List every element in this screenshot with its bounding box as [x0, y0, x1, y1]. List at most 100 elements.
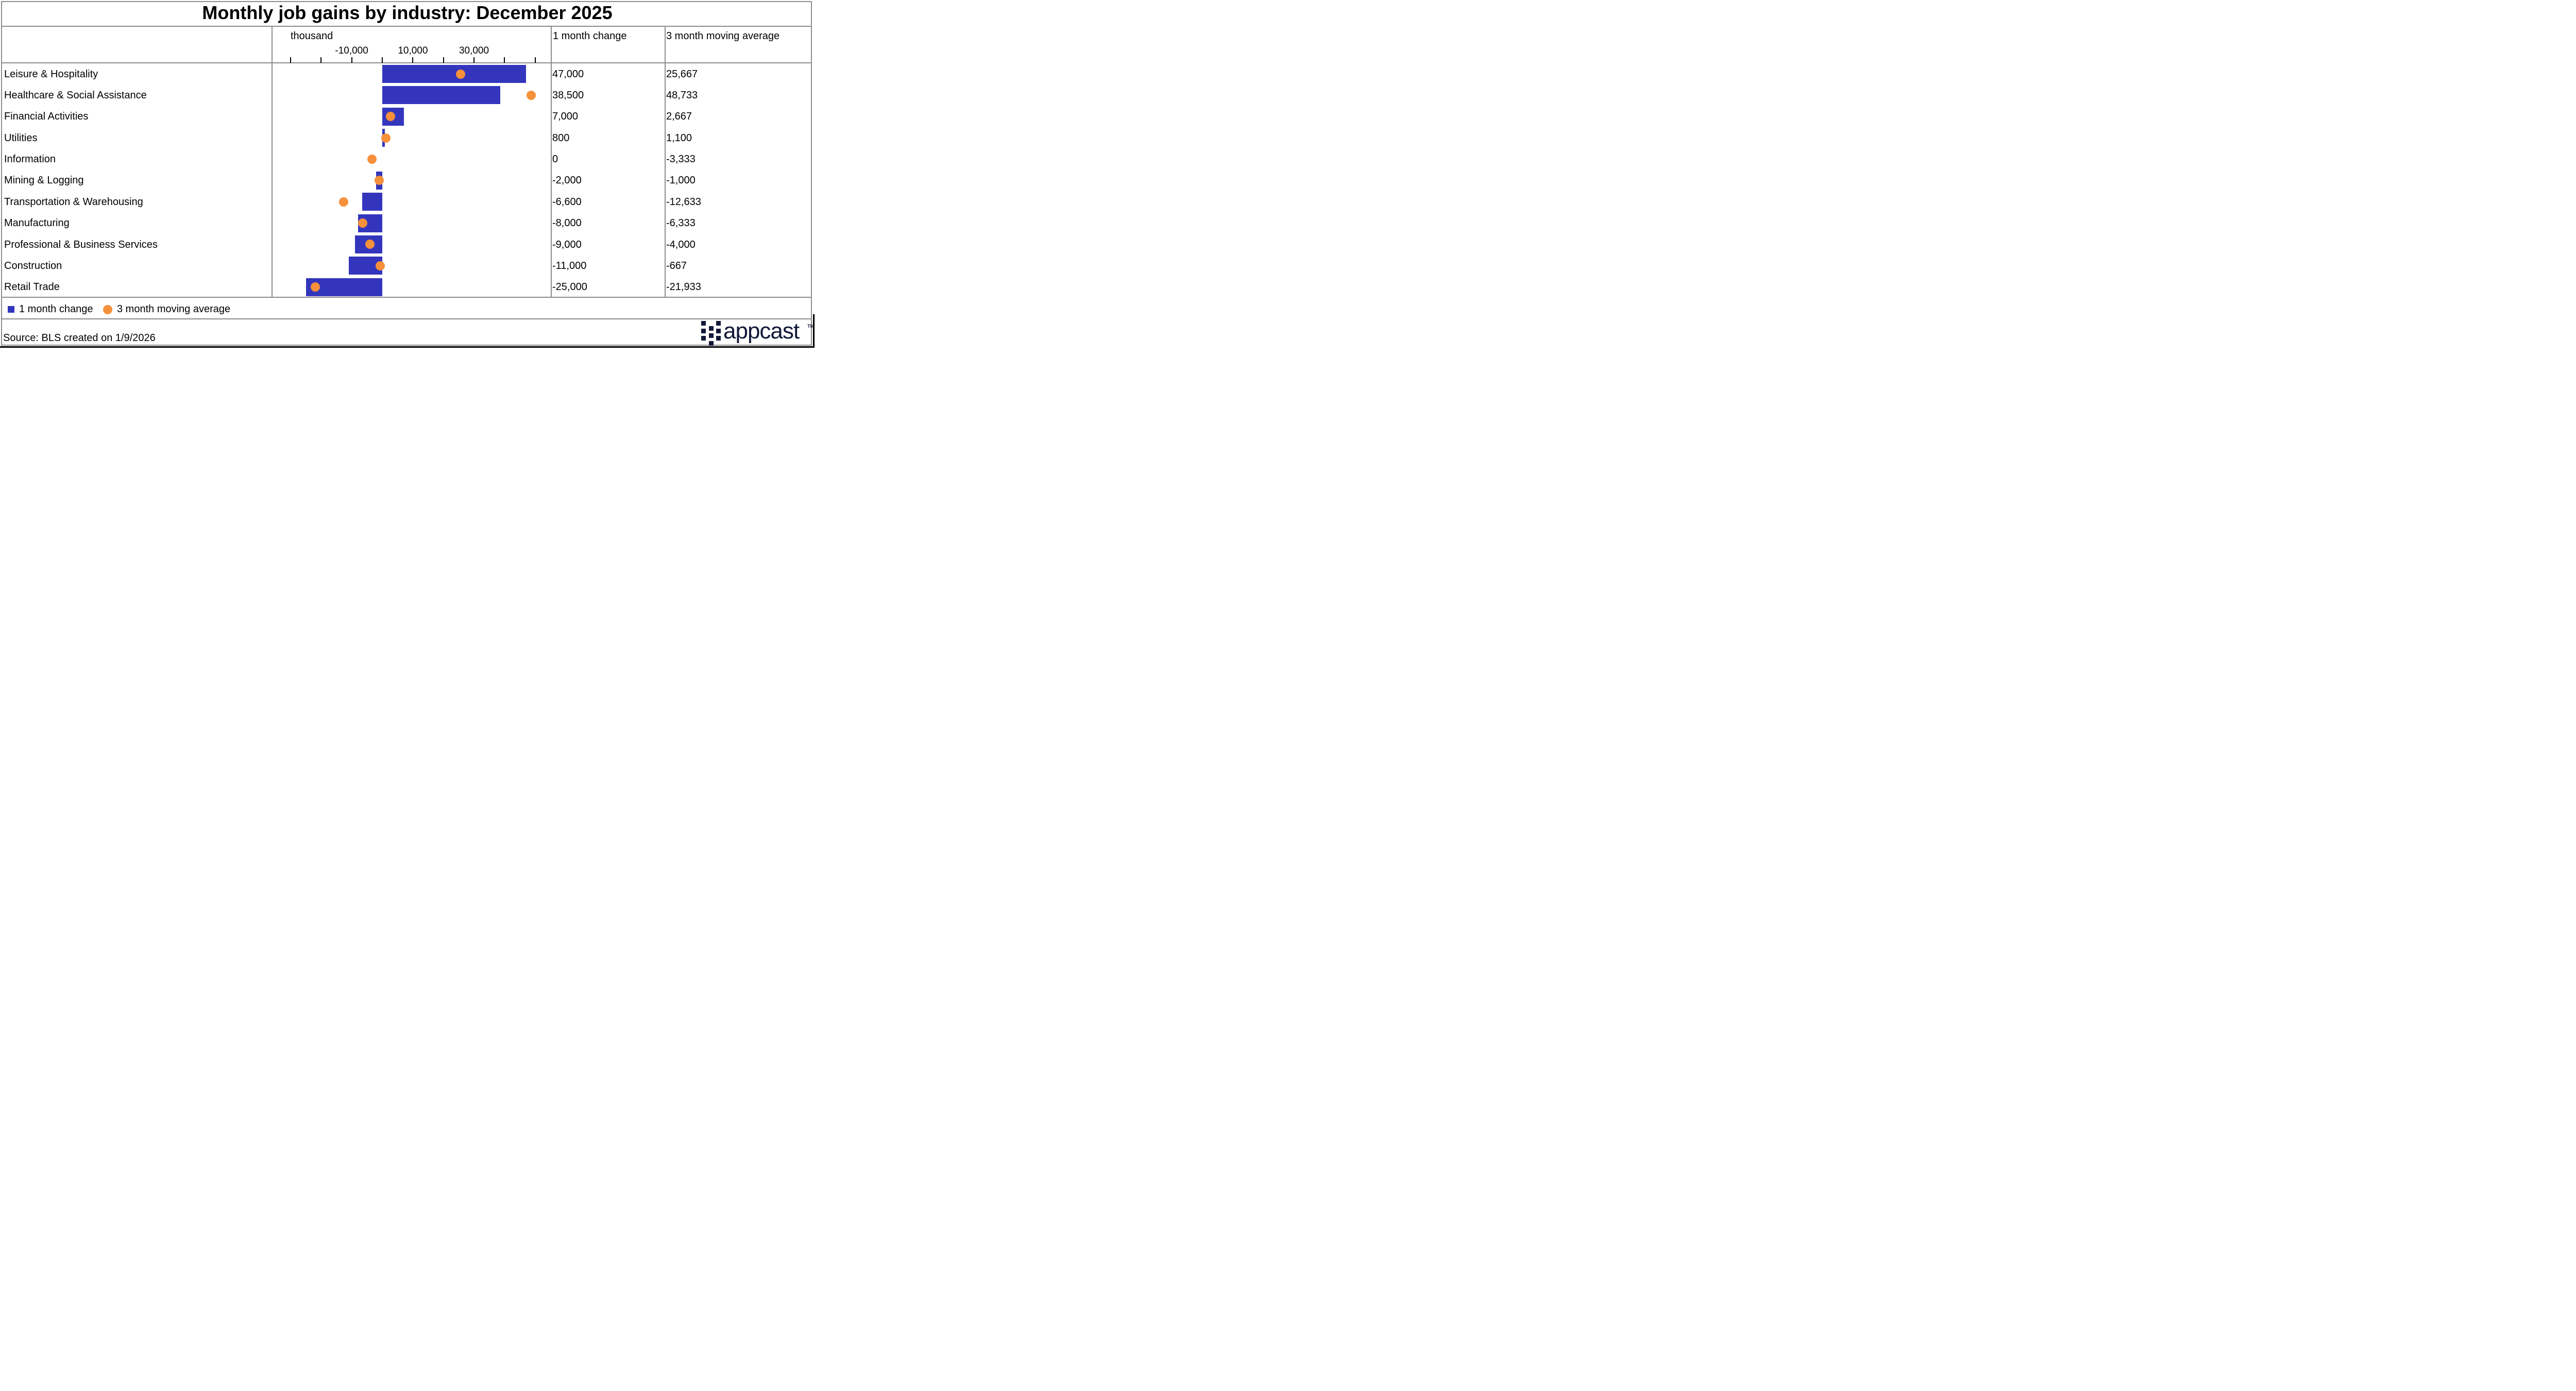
appcast-logo-square	[716, 328, 721, 333]
value-1-month-change: 7,000	[552, 111, 579, 123]
table-row: Healthcare & Social Assistance 38,500 48,7…	[0, 84, 815, 106]
appcast-logo-square	[701, 321, 706, 326]
axis-tick-mark	[351, 57, 352, 63]
axis-tick-mark	[504, 57, 505, 63]
value-3-month-moving-average: -667	[666, 260, 687, 272]
value-1-month-change: 0	[552, 154, 558, 165]
divider-label-chart	[272, 26, 273, 297]
table-row: Professional & Business Services -9,000 -4…	[0, 234, 815, 255]
value-3-month-moving-average: 48,733	[666, 90, 698, 101]
legend-label-1-month: 1 month change	[19, 303, 93, 315]
table-row: Leisure & Hospitality 47,000 25,667	[0, 63, 815, 84]
table-row: Transportation & Warehousing -6,600 -12,63…	[0, 191, 815, 212]
value-3-month-moving-average: -1,000	[666, 175, 696, 186]
axis-tick-label: 30,000	[459, 45, 489, 56]
dot-3-month-moving-average	[358, 218, 368, 228]
table-row: Manufacturing -8,000 -6,333	[0, 213, 815, 234]
axis-tick-mark	[473, 57, 474, 63]
axis-tick-mark	[320, 57, 322, 63]
value-3-month-moving-average: 1,100	[666, 132, 692, 144]
bar-1-month-change	[362, 193, 382, 211]
trademark-symbol: TM	[807, 324, 814, 329]
value-1-month-change: -6,600	[552, 196, 582, 208]
column-header-1-month: 1 month change	[553, 30, 627, 42]
chart-page: Monthly job gains by industry: December …	[0, 0, 815, 348]
industry-label: Utilities	[4, 132, 38, 144]
dot-3-month-moving-average	[527, 90, 536, 100]
header-bottom-border	[1, 62, 812, 63]
column-header-3-month: 3 month moving average	[666, 30, 780, 42]
window-right-edge	[813, 314, 815, 348]
industry-label: Mining & Logging	[4, 175, 84, 186]
value-1-month-change: -25,000	[552, 281, 587, 293]
axis-tick-mark	[290, 57, 291, 63]
table-row: Construction -11,000 -667	[0, 255, 815, 276]
industry-label: Financial Activities	[4, 111, 89, 123]
value-1-month-change: -8,000	[552, 217, 582, 229]
industry-label: Construction	[4, 260, 62, 272]
legend-square-1-month	[8, 306, 14, 313]
appcast-logo-square	[708, 333, 714, 338]
industry-label: Transportation & Warehousing	[4, 196, 143, 208]
appcast-logo-square	[701, 328, 706, 333]
appcast-wordmark: appcast	[723, 318, 800, 344]
divider-chart-1month	[551, 26, 552, 297]
appcast-logo-square	[716, 336, 721, 341]
value-3-month-moving-average: 2,667	[666, 111, 692, 123]
axis-tick-mark	[382, 57, 383, 63]
dot-3-month-moving-average	[385, 112, 395, 122]
value-3-month-moving-average: 25,667	[666, 68, 698, 80]
table-bottom-border	[1, 297, 812, 298]
divider-1month-3month	[665, 26, 666, 297]
legend-bottom-border	[1, 318, 812, 319]
table-top-border	[1, 26, 812, 27]
dot-3-month-moving-average	[339, 197, 348, 207]
axis-unit-label: thousand	[291, 30, 333, 42]
dot-3-month-moving-average	[375, 176, 384, 185]
table-row: Retail Trade -25,000 -21,933	[0, 277, 815, 298]
bar-1-month-change	[382, 65, 526, 83]
value-1-month-change: 800	[552, 132, 570, 144]
value-1-month-change: -2,000	[552, 175, 582, 186]
axis-tick-mark	[443, 57, 444, 63]
industry-label: Healthcare & Social Assistance	[4, 90, 147, 101]
value-3-month-moving-average: -4,000	[666, 239, 696, 250]
value-1-month-change: -9,000	[552, 239, 582, 250]
axis-tick-label: 10,000	[398, 45, 428, 56]
value-1-month-change: -11,000	[552, 260, 587, 272]
value-3-month-moving-average: -12,633	[666, 196, 701, 208]
dot-3-month-moving-average	[365, 240, 375, 249]
value-3-month-moving-average: -6,333	[666, 217, 696, 229]
bar-1-month-change	[382, 86, 500, 105]
appcast-logo-square	[708, 326, 714, 331]
appcast-logo-square	[708, 341, 714, 346]
legend-circle-3-month	[103, 305, 112, 314]
table-row: Information 0 -3,333	[0, 148, 815, 169]
table-row: Financial Activities 7,000 2,667	[0, 106, 815, 127]
table-row: Mining & Logging -2,000 -1,000	[0, 170, 815, 191]
industry-label: Information	[4, 154, 56, 165]
value-1-month-change: 38,500	[552, 90, 584, 101]
industry-label: Manufacturing	[4, 217, 70, 229]
appcast-logo-square	[701, 336, 706, 341]
dot-3-month-moving-average	[310, 282, 320, 292]
page-title: Monthly job gains by industry: December …	[202, 2, 613, 23]
axis-tick-mark	[412, 57, 414, 63]
appcast-logo-square	[716, 321, 721, 326]
table-row: Utilities 800 1,100	[0, 127, 815, 148]
dot-3-month-moving-average	[381, 133, 391, 143]
dot-3-month-moving-average	[376, 261, 385, 270]
window-bottom-edge	[0, 346, 815, 348]
outer-frame	[1, 1, 812, 346]
value-3-month-moving-average: -21,933	[666, 281, 701, 293]
value-1-month-change: 47,000	[552, 68, 584, 80]
source-note: Source: BLS created on 1/9/2026	[3, 332, 156, 344]
axis-tick-label: -10,000	[335, 45, 368, 56]
dot-3-month-moving-average	[367, 154, 377, 164]
dot-3-month-moving-average	[456, 69, 466, 79]
industry-label: Leisure & Hospitality	[4, 68, 98, 80]
value-3-month-moving-average: -3,333	[666, 154, 696, 165]
axis-tick-mark	[534, 57, 536, 63]
industry-label: Retail Trade	[4, 281, 60, 293]
legend-label-3-month: 3 month moving average	[117, 303, 231, 315]
